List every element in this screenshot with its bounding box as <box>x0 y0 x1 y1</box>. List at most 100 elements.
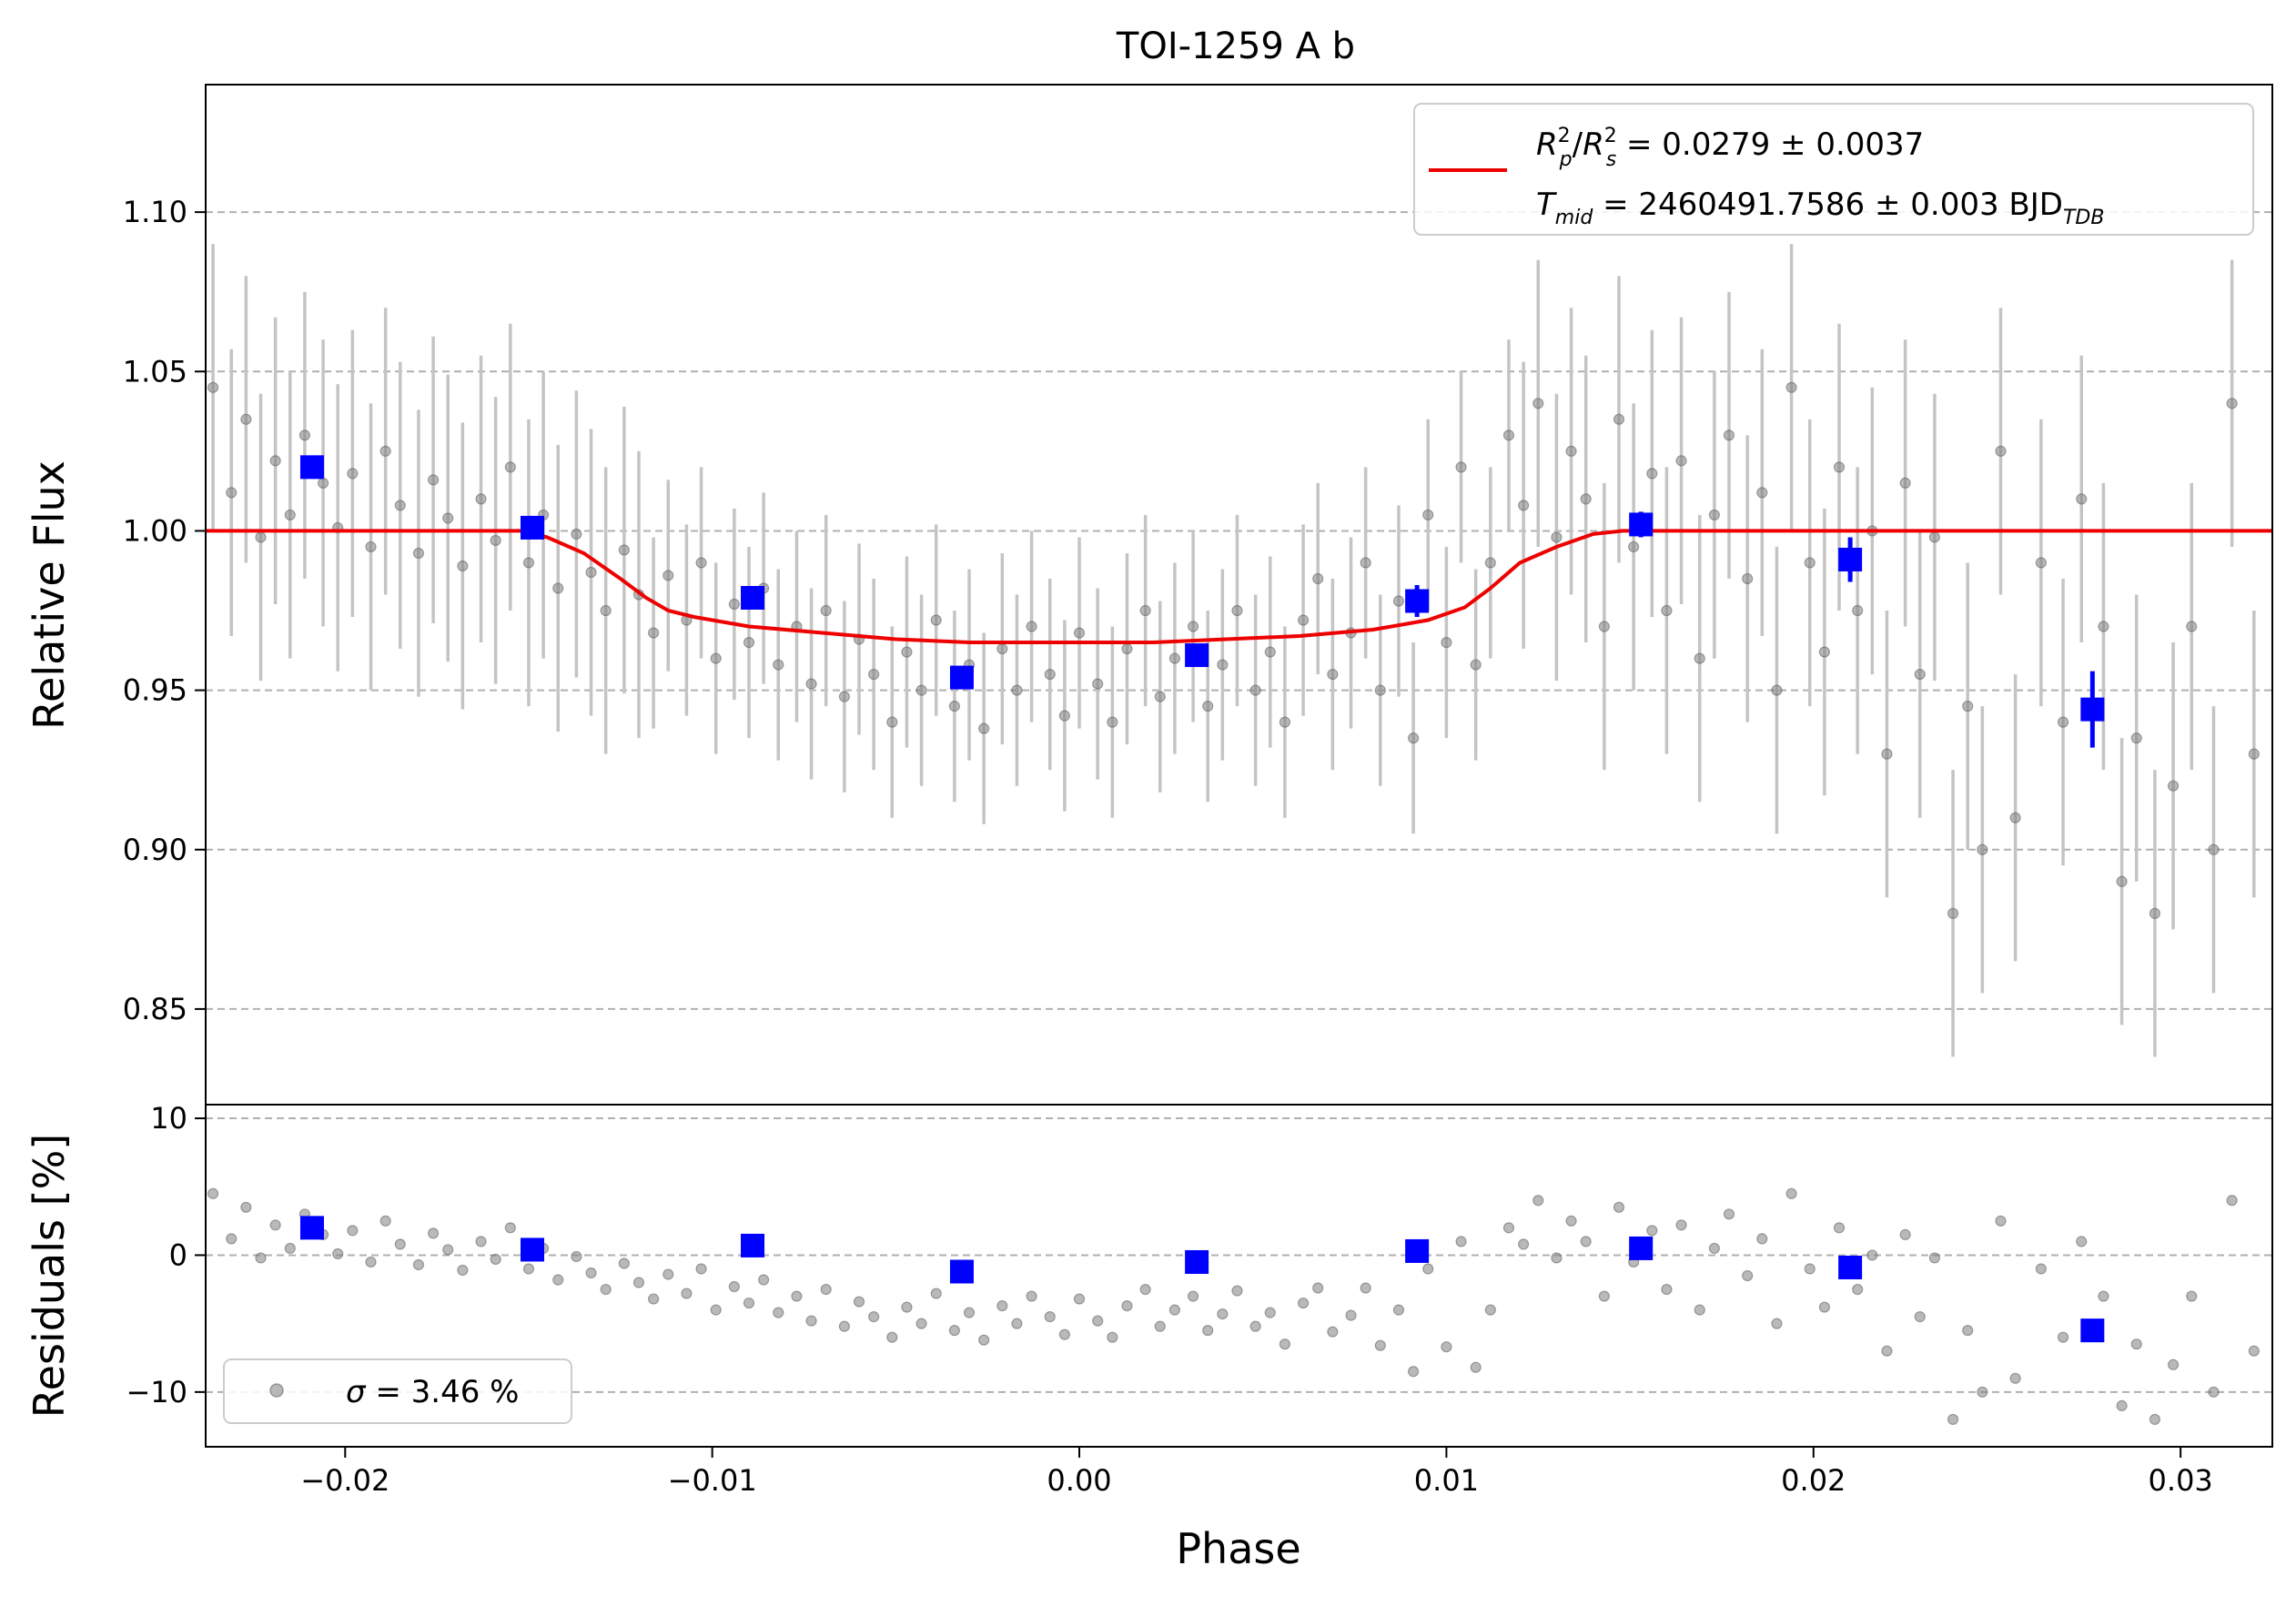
raw-point <box>838 691 850 702</box>
raw-point <box>1804 557 1816 569</box>
residual-raw-point <box>1565 1215 1577 1227</box>
residual-raw-point <box>1914 1311 1926 1323</box>
raw-point <box>1441 636 1452 649</box>
residual-raw-point <box>1502 1222 1515 1234</box>
residual-raw-point <box>1804 1263 1816 1275</box>
residual-raw-point <box>2208 1386 2220 1398</box>
raw-point <box>1881 748 1893 760</box>
residual-raw-point <box>2130 1338 2142 1350</box>
raw-point <box>269 455 281 467</box>
raw-errorbars <box>211 244 2256 1057</box>
raw-point <box>805 678 817 690</box>
raw-point <box>743 636 755 649</box>
raw-point <box>1818 646 1830 658</box>
raw-point <box>226 487 238 499</box>
residual-raw-point <box>681 1288 693 1299</box>
raw-point <box>284 509 296 521</box>
raw-point <box>1249 684 1261 696</box>
raw-point <box>457 560 469 572</box>
residual-raw-point <box>1168 1304 1181 1316</box>
residual-raw-point <box>1881 1345 1893 1357</box>
residual-raw-point <box>1723 1208 1735 1220</box>
raw-point <box>1279 716 1291 728</box>
residual-raw-point <box>1422 1263 1434 1275</box>
raw-point <box>1532 398 1544 409</box>
residual-raw-point <box>915 1318 927 1329</box>
residual-raw-point <box>490 1253 501 1266</box>
residual-raw-point <box>1995 1215 2007 1227</box>
residual-raw-point <box>996 1299 1008 1312</box>
flux-y-axis-label: Relative Flux <box>25 460 74 730</box>
residual-raw-point <box>1899 1228 1911 1240</box>
residual-raw-point <box>1092 1315 1104 1327</box>
flux-y-tick-label: 0.90 <box>123 833 187 867</box>
residual-raw-point <box>648 1293 660 1305</box>
raw-point <box>490 534 501 547</box>
legend-raw-swatch <box>269 1383 284 1398</box>
residual-raw-point <box>1107 1331 1118 1343</box>
raw-point <box>773 659 784 671</box>
residual-raw-point <box>1518 1238 1530 1250</box>
residual-raw-point <box>1187 1290 1199 1302</box>
residual-raw-point <box>663 1268 674 1280</box>
residual-legend: σ = 3.46 % <box>223 1359 572 1424</box>
residual-raw-point <box>1771 1318 1783 1329</box>
residual-raw-point <box>1580 1236 1592 1247</box>
raw-point <box>255 531 267 543</box>
raw-point <box>1518 500 1530 511</box>
residual-raw-point <box>1866 1249 1878 1261</box>
raw-point <box>379 445 391 457</box>
residual-raw-point <box>820 1283 832 1296</box>
residual-raw-point <box>1708 1242 1720 1255</box>
residual-raw-point <box>853 1296 865 1308</box>
residual-raw-point <box>1058 1328 1070 1340</box>
binned-point <box>521 515 545 540</box>
raw-point <box>1551 531 1563 543</box>
raw-point <box>2057 716 2069 728</box>
residual-raw-point <box>695 1263 707 1275</box>
residual-raw-point <box>868 1311 880 1323</box>
raw-point <box>1470 659 1482 671</box>
flux-y-tick-label: 1.05 <box>123 354 187 389</box>
raw-point <box>1187 621 1199 632</box>
binned-point <box>1185 643 1209 668</box>
raw-point <box>868 668 880 681</box>
residual-raw-point <box>773 1307 784 1318</box>
raw-point <box>1264 646 1276 658</box>
raw-point <box>600 604 612 617</box>
raw-point <box>2167 780 2180 792</box>
residual-raw-point <box>1694 1304 1705 1316</box>
residual-raw-point <box>758 1274 770 1286</box>
residual-y-tick-label: −10 <box>126 1375 187 1409</box>
residual-y-ticks: −10 0 10 <box>126 1101 206 1409</box>
raw-point <box>1661 604 1673 617</box>
raw-point <box>427 474 440 486</box>
raw-point <box>695 557 707 569</box>
residual-raw-point <box>284 1242 296 1255</box>
residual-raw-point <box>743 1297 755 1309</box>
legend-sigma: σ = 3.46 % <box>346 1374 519 1410</box>
raw-point <box>820 604 832 617</box>
residual-raw-point <box>1598 1290 1610 1302</box>
raw-point <box>1168 652 1181 664</box>
raw-point <box>1646 468 1658 480</box>
residual-raw-point <box>522 1263 535 1275</box>
residual-raw-point <box>1947 1413 1959 1426</box>
residual-raw-point <box>901 1301 913 1313</box>
raw-point <box>886 716 898 728</box>
residual-raw-point <box>2035 1263 2047 1275</box>
residual-raw-point <box>457 1264 469 1277</box>
residual-raw-point <box>1073 1293 1086 1305</box>
residual-raw-point <box>1374 1339 1386 1351</box>
residual-raw-point <box>2057 1331 2069 1343</box>
residual-raw-point <box>2149 1413 2161 1426</box>
phase-x-tick-label: −0.02 <box>300 1463 389 1498</box>
phase-x-tick-label: −0.01 <box>668 1463 757 1498</box>
raw-point <box>365 540 377 553</box>
residual-binned-point <box>1629 1236 1654 1260</box>
raw-point <box>1139 604 1151 617</box>
residual-raw-point <box>394 1238 406 1250</box>
raw-point <box>347 468 359 480</box>
residual-raw-point <box>728 1280 740 1293</box>
residual-raw-point <box>886 1331 898 1343</box>
